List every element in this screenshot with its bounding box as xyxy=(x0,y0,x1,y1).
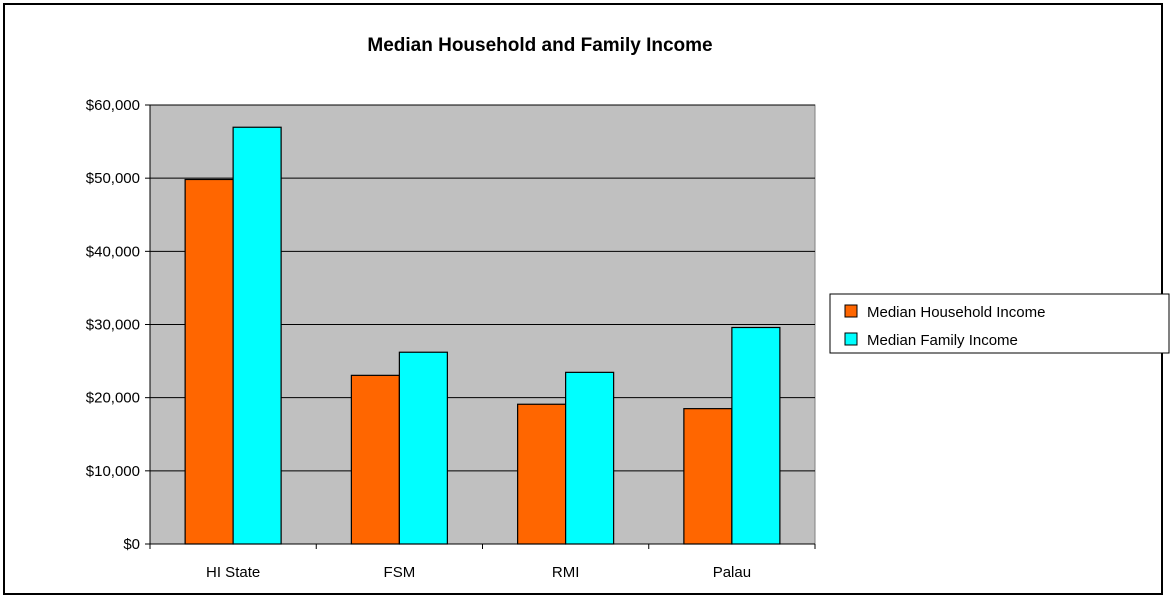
bar-household-palau xyxy=(683,408,733,545)
legend: Median Household Income Median Family Inc… xyxy=(829,293,1170,354)
legend-swatch xyxy=(844,304,858,318)
x-tick-label: HI State xyxy=(206,564,260,581)
y-tick-label: $40,000 xyxy=(86,243,140,260)
legend-label: Median Household Income xyxy=(867,304,1045,321)
plot-area: $0 $10,000 $20,000 $30,000 $40,000 $50,000 $60… xyxy=(86,97,816,581)
y-tick-label: $30,000 xyxy=(86,317,140,334)
y-tick-label: $60,000 xyxy=(86,97,140,114)
y-tick-label: $0 xyxy=(123,536,140,553)
x-tick-label: FSM xyxy=(384,564,416,581)
bar-household-rmi xyxy=(517,403,567,545)
x-tick-label: Palau xyxy=(713,564,751,581)
bar-household-fsm xyxy=(350,374,400,545)
legend-label: Median Family Income xyxy=(867,332,1018,349)
bar-family-palau xyxy=(731,326,781,545)
y-tick-label: $50,000 xyxy=(86,170,140,187)
y-tick-label: $10,000 xyxy=(86,463,140,480)
bar-family-hi-state xyxy=(232,126,282,545)
y-tick-label: $20,000 xyxy=(86,390,140,407)
x-tick-label: RMI xyxy=(552,564,580,581)
legend-swatch xyxy=(844,332,858,346)
bar-family-fsm xyxy=(398,351,448,545)
legend-box xyxy=(829,293,1170,354)
bar-family-rmi xyxy=(565,371,615,545)
chart-title: Median Household and Family Income xyxy=(367,35,712,56)
bar-household-hi-state xyxy=(184,178,234,545)
